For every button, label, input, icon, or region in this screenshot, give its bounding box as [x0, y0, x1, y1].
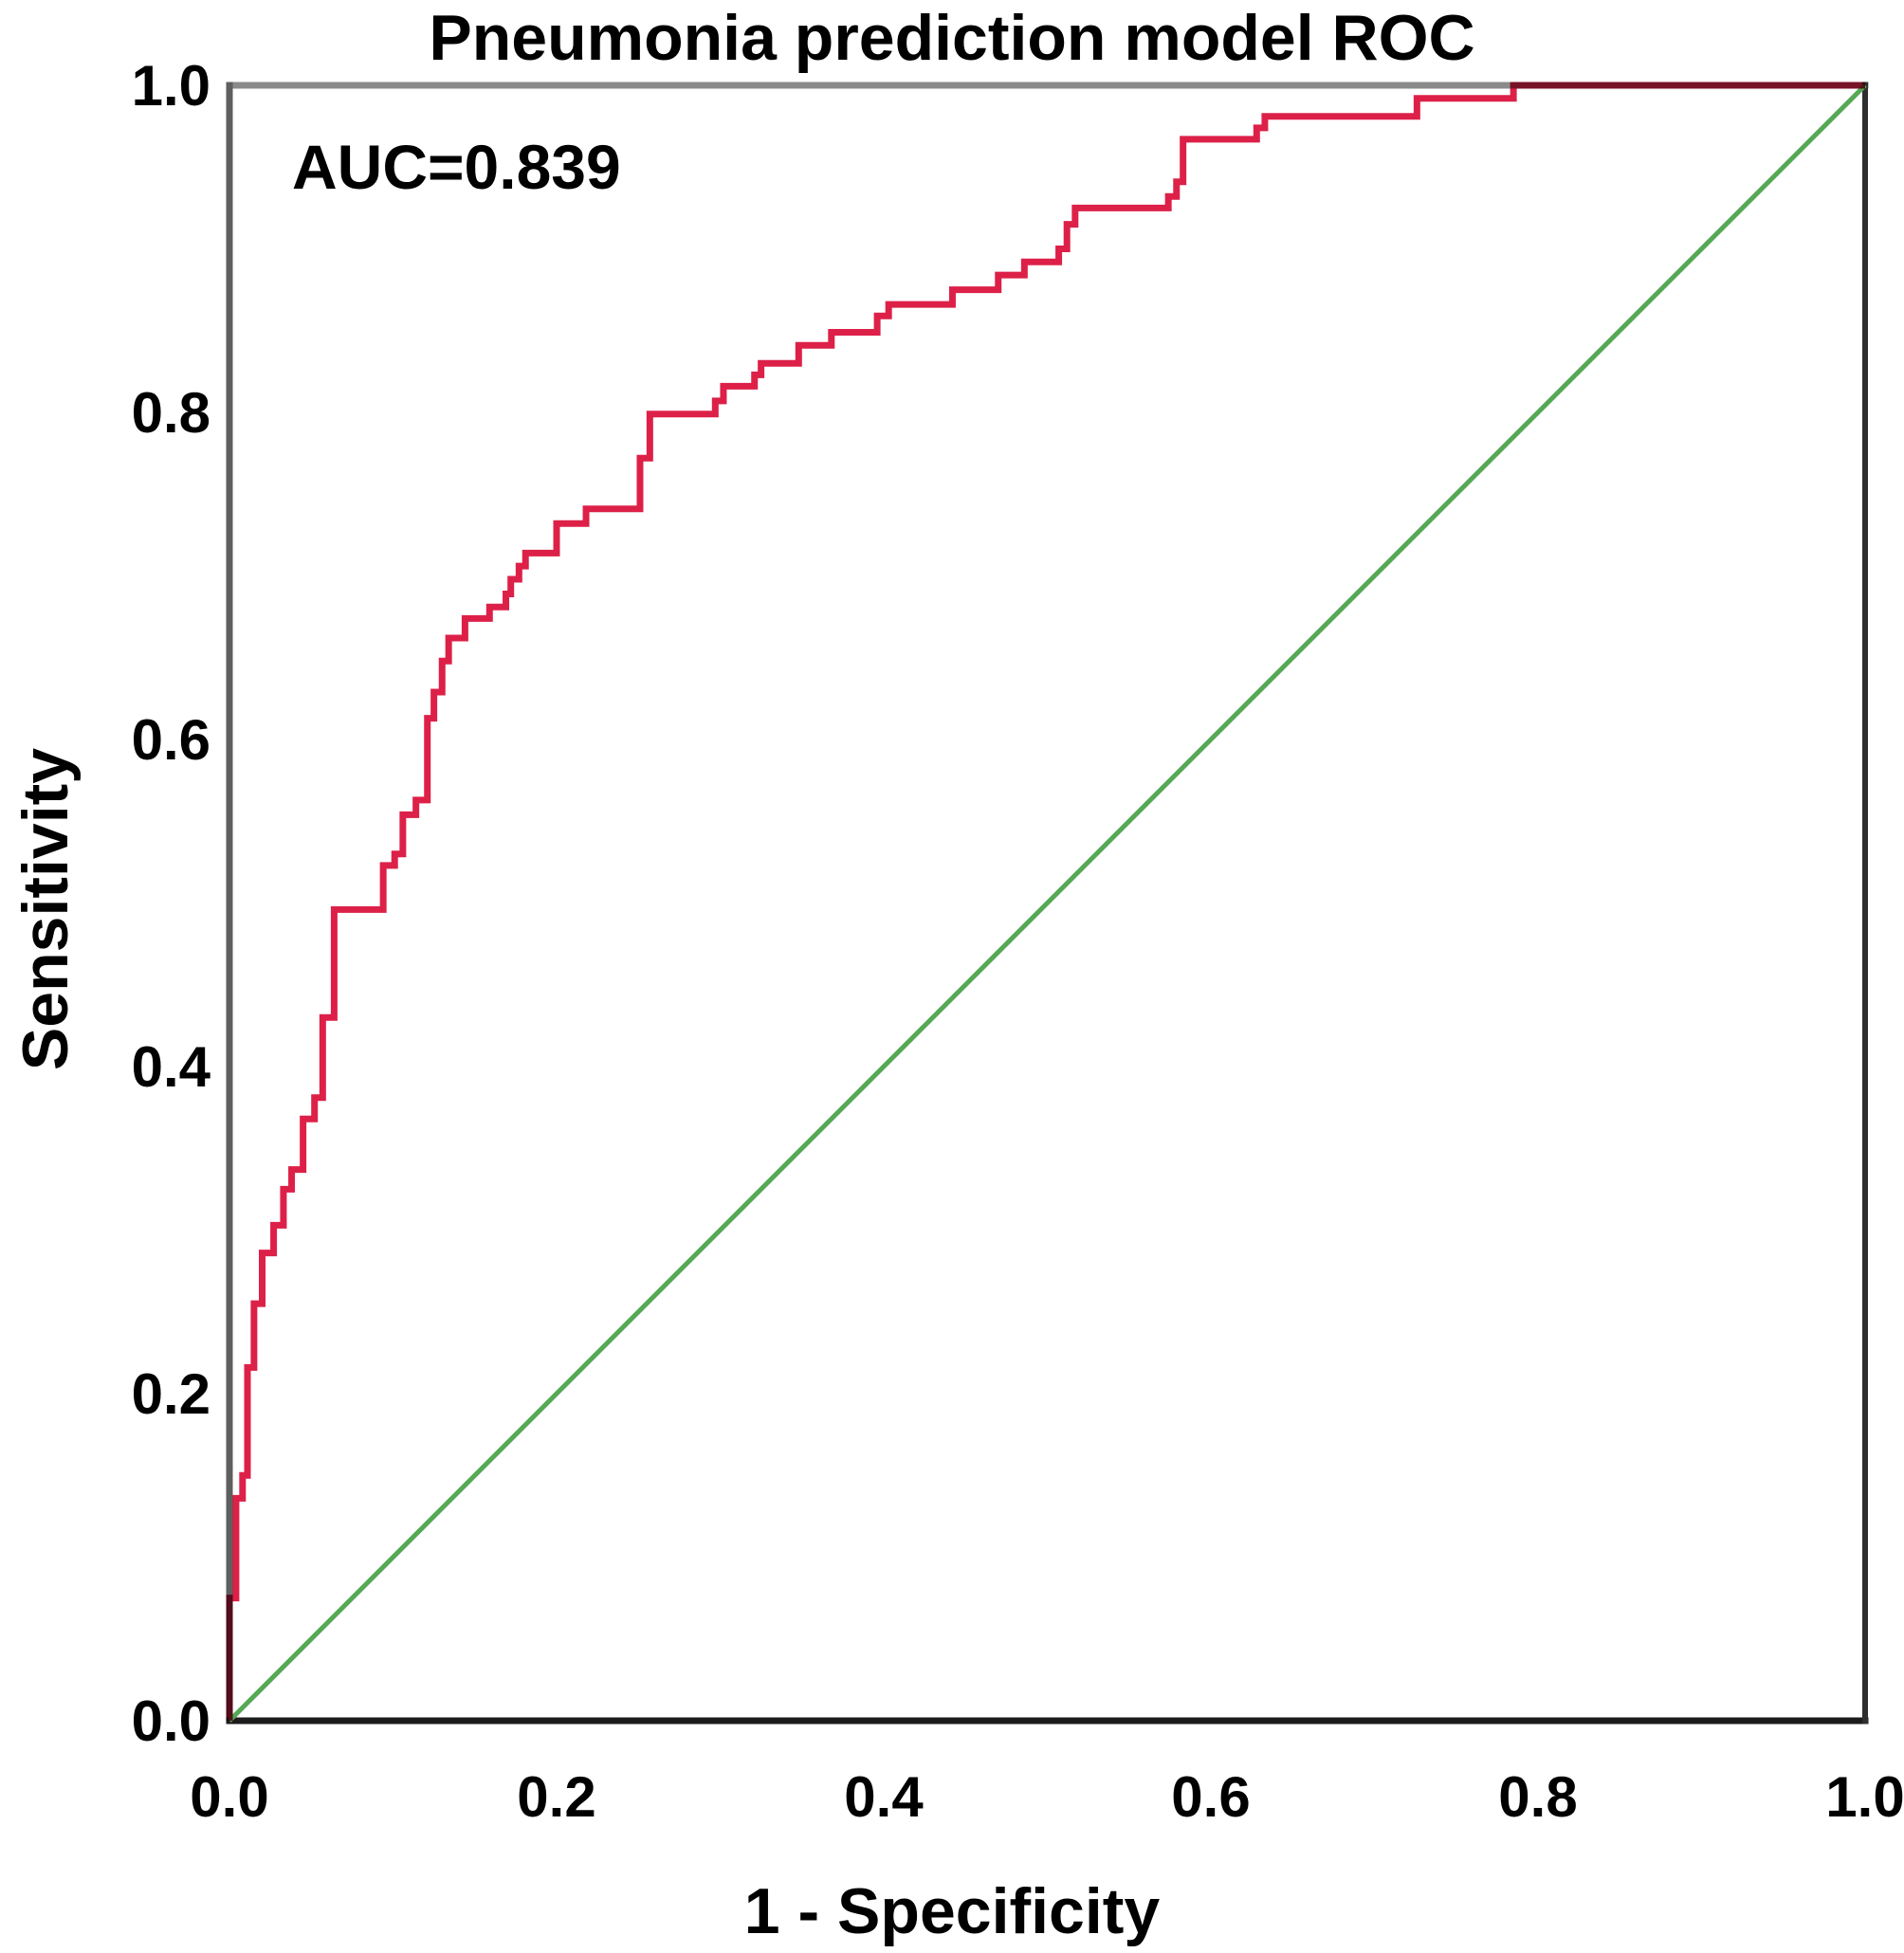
- x-tick-label: 0.2: [517, 1765, 595, 1829]
- x-tick-label: 0.6: [1171, 1765, 1250, 1829]
- auc-annotation: AUC=0.839: [292, 132, 621, 202]
- chart-title: Pneumonia prediction model ROC: [429, 2, 1475, 74]
- y-tick-label: 0.2: [132, 1362, 211, 1426]
- x-tick-label: 0.0: [190, 1765, 268, 1829]
- y-tick-label: 0.4: [132, 1035, 211, 1099]
- x-tick-label: 0.8: [1498, 1765, 1577, 1829]
- x-tick-label: 0.4: [844, 1765, 924, 1829]
- y-tick-label: 0.8: [132, 381, 211, 445]
- roc-curve-line: [226, 82, 1865, 1721]
- y-tick-label: 1.0: [132, 54, 211, 118]
- x-axis-label: 1 - Specificity: [743, 1875, 1161, 1947]
- y-tick-label: 0.0: [132, 1689, 211, 1753]
- y-tick-label: 0.6: [132, 708, 211, 772]
- x-axis-label-row: 1 - Specificity: [0, 1875, 1904, 1947]
- x-tick-label: 1.0: [1825, 1765, 1904, 1829]
- reference-diagonal-line: [228, 83, 1867, 1723]
